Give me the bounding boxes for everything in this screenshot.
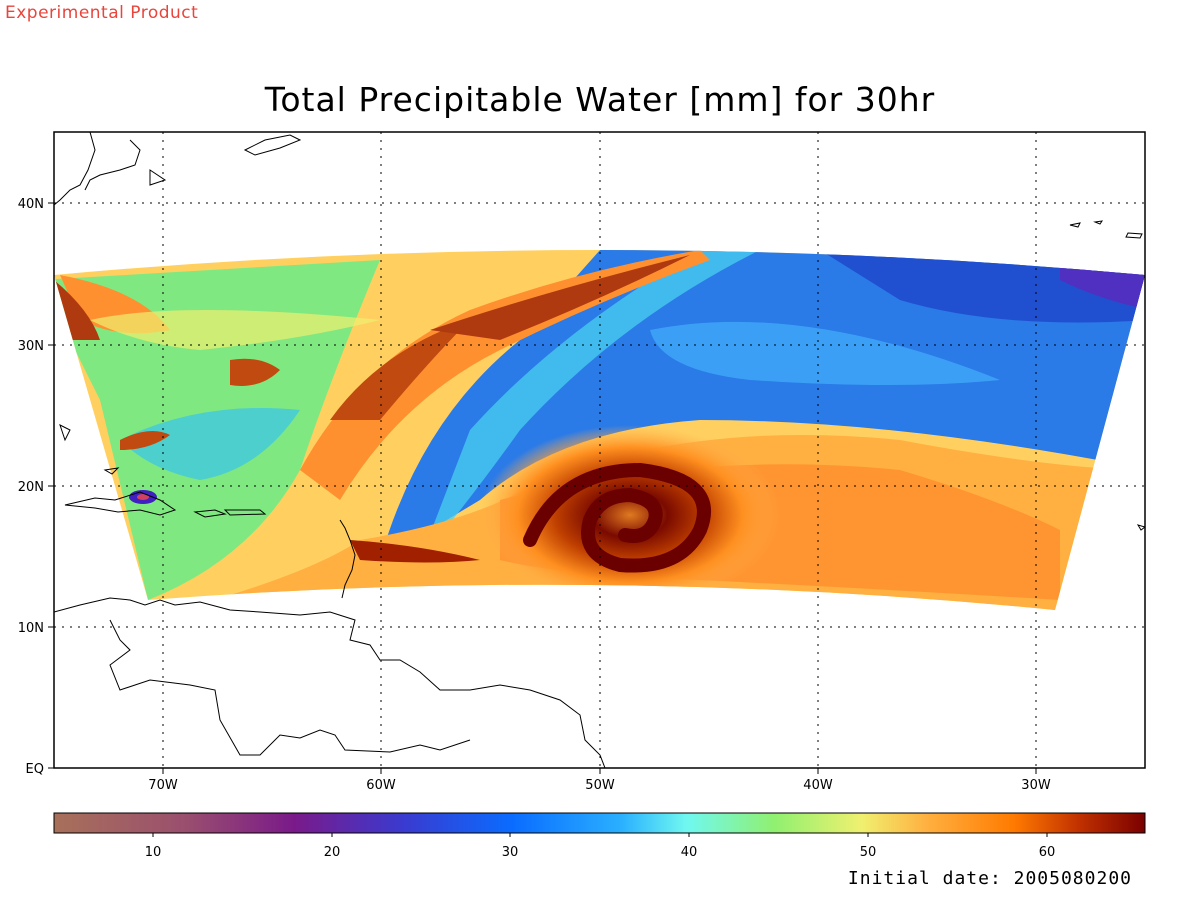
lat-label-40n: 40N — [18, 197, 44, 212]
coastlines — [54, 132, 1145, 768]
lon-label-30w: 30W — [1021, 778, 1051, 793]
lat-label-eq: EQ — [26, 762, 44, 777]
colorbar — [53, 812, 1146, 834]
initial-date-label: Initial date: 2005080200 — [847, 868, 1132, 889]
lat-label-20n: 20N — [18, 480, 44, 495]
colorbar-label-20: 20 — [324, 845, 341, 860]
colorbar-label-10: 10 — [145, 845, 162, 860]
lon-label-70w: 70W — [148, 778, 178, 793]
lat-label-30n: 30N — [18, 339, 44, 354]
axis-ticks — [48, 202, 1037, 774]
lon-label-40w: 40W — [803, 778, 833, 793]
gridlines — [54, 132, 1145, 768]
lon-label-60w: 60W — [366, 778, 396, 793]
colorbar-label-50: 50 — [860, 845, 877, 860]
lat-label-10n: 10N — [18, 621, 44, 636]
colorbar-label-60: 60 — [1039, 845, 1056, 860]
colorbar-label-40: 40 — [681, 845, 698, 860]
lon-label-50w: 50W — [585, 778, 615, 793]
experimental-product-label: Experimental Product — [5, 3, 199, 23]
colorbar-label-30: 30 — [502, 845, 519, 860]
colorbar-ticks — [152, 833, 1048, 837]
map-title: Total Precipitable Water [mm] for 30hr — [264, 80, 936, 119]
